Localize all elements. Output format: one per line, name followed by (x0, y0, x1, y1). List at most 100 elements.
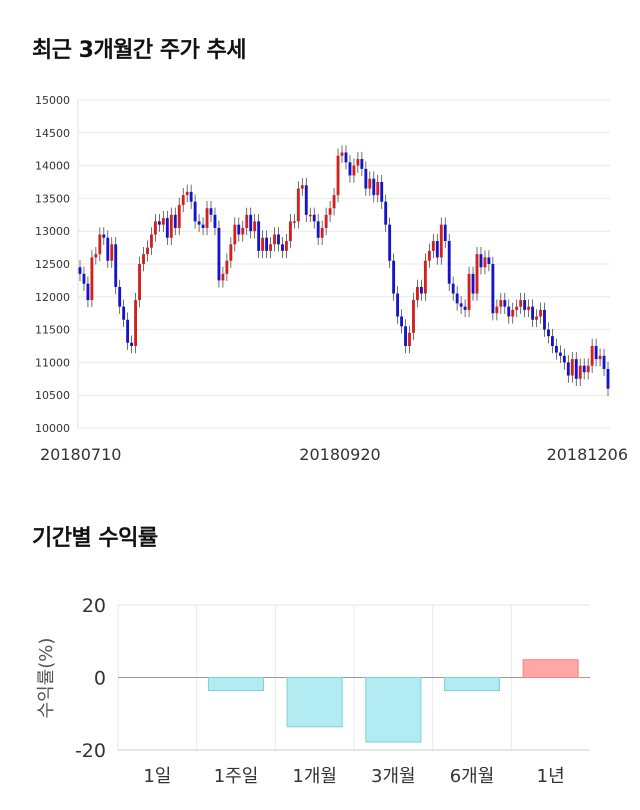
period-returns-title: 기간별 수익률 (32, 526, 158, 551)
y-tick-label: 13500 (35, 192, 70, 205)
candle-body (189, 191, 193, 202)
candle-body (153, 221, 157, 235)
candle-body (594, 346, 598, 360)
candle-body (225, 260, 229, 274)
candle-body (602, 355, 606, 369)
candle-body (277, 234, 280, 245)
candle-body (416, 286, 419, 301)
candle-body (126, 319, 130, 343)
x-tick-label: 1년 (537, 766, 565, 787)
stock-candlestick-chart: 10000 10500 11000 11500 12000 12500 13000 13500… (35, 94, 628, 464)
y-tick-label: 20 (82, 595, 106, 617)
candle-body (376, 182, 380, 196)
candle-body (157, 221, 161, 225)
candle-body (118, 286, 122, 307)
candle-body (360, 159, 364, 169)
y-tick-label: 15000 (35, 94, 70, 107)
x-tick-label: 3개월 (371, 766, 416, 787)
candle-body (253, 221, 257, 232)
candle-body (499, 300, 503, 307)
candle-body (94, 254, 98, 258)
candle-body (98, 234, 102, 255)
candle-body (380, 182, 384, 202)
candle-body (483, 257, 487, 268)
candle-body (566, 362, 570, 376)
candle-body (181, 195, 185, 205)
candle-body (408, 332, 411, 346)
y-tick-label: 11000 (35, 356, 70, 369)
x-tick-label: 6개월 (450, 766, 495, 787)
candle-body (217, 227, 221, 281)
candle-body (578, 365, 582, 379)
candle-body (193, 201, 197, 222)
x-tick-label: 20181206 (547, 445, 628, 464)
return-bar (286, 677, 343, 728)
candle-body (503, 300, 507, 307)
candle-body (161, 218, 165, 225)
candle-body (551, 336, 554, 346)
y-tick-label: 10000 (35, 422, 70, 435)
candle-body (142, 254, 145, 264)
candle-body (352, 165, 356, 176)
candle-body (86, 283, 90, 301)
candle-body (340, 152, 344, 156)
y-tick-label: 12500 (35, 258, 70, 271)
candle-body (511, 309, 515, 317)
candle-body (507, 306, 511, 317)
candle-body (523, 300, 527, 310)
candle-body (419, 286, 423, 294)
candle-body (185, 191, 189, 196)
candle-body (423, 260, 427, 294)
candle-body (106, 237, 110, 261)
candle-body (328, 208, 332, 215)
candle-body (304, 185, 308, 215)
candle-body (439, 224, 443, 258)
return-bar (443, 677, 501, 692)
candle-body (197, 221, 201, 225)
candle-body (336, 155, 340, 196)
candle-body (388, 224, 392, 261)
candle-body (582, 365, 586, 373)
candle-body (590, 346, 594, 366)
candle-body (495, 306, 499, 314)
candle-body (527, 306, 531, 310)
candle-body (245, 214, 249, 228)
candle-body (285, 241, 288, 251)
y-tick-label: 0 (94, 668, 106, 690)
y-tick-label: 11500 (35, 324, 70, 337)
candle-body (431, 241, 435, 251)
candle-body (102, 234, 106, 238)
candle-body (463, 306, 467, 310)
candle-body (324, 214, 328, 228)
candle-body (404, 326, 407, 346)
candle-body (165, 218, 169, 238)
candle-body (491, 264, 495, 314)
candle-body (364, 168, 368, 189)
y-tick-label: 10500 (35, 389, 70, 402)
candle-body (598, 355, 602, 360)
candle-body (146, 247, 149, 255)
candle-body (130, 342, 134, 346)
x-tick-label: 1주일 (214, 766, 259, 787)
candle-body (554, 346, 558, 353)
candle-body (292, 221, 296, 223)
y-axis-label: 수익률(%) (36, 638, 57, 719)
candle-body (205, 208, 209, 228)
candle-body (261, 237, 265, 251)
candle-body (447, 241, 451, 284)
candle-body (281, 244, 284, 251)
stock-trend-title: 최근 3개월간 주가 추세 (32, 38, 246, 63)
candle-body (209, 208, 213, 215)
candle-body (519, 300, 523, 307)
return-bar (522, 659, 579, 678)
candle-body (134, 300, 137, 346)
candle-body (356, 159, 360, 166)
x-tick-label: 20180710 (40, 445, 121, 464)
candle-body (427, 250, 431, 261)
candle-body (273, 234, 276, 245)
candle-body (316, 221, 320, 238)
y-tick-label: 14000 (35, 160, 70, 173)
candle-body (257, 221, 261, 251)
candle-body (82, 273, 86, 284)
candle-body (475, 254, 479, 294)
